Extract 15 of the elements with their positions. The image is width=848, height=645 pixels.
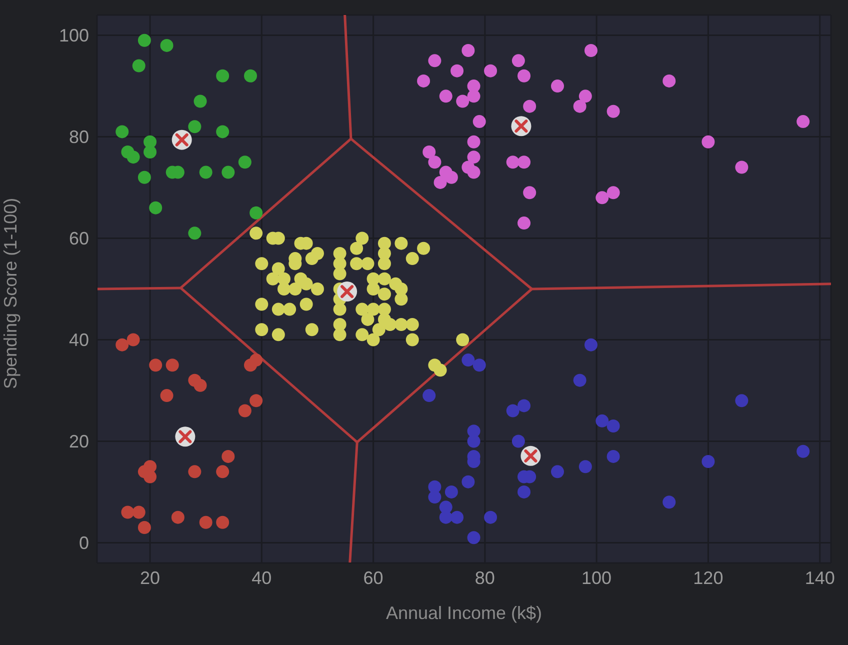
x-tick-label: 140 [804,568,835,588]
x-tick-label: 100 [582,568,612,588]
y-tick-label: 60 [68,228,89,249]
x-axis-title: Annual Income (k$) [386,603,542,623]
x-tick-label: 80 [474,568,495,588]
y-axis-title: Spending Score (1-100) [0,198,20,389]
x-tick-label: 20 [140,568,160,588]
x-tick-label: 40 [252,568,272,588]
y-tick-label: 0 [78,533,89,554]
y-tick-label: 80 [68,127,89,148]
x-tick-label: 60 [363,568,384,588]
y-tick-label: 40 [68,330,89,350]
x-tick-label: 120 [693,568,724,588]
y-tick-label: 100 [58,26,89,46]
y-tick-label: 20 [68,432,89,452]
